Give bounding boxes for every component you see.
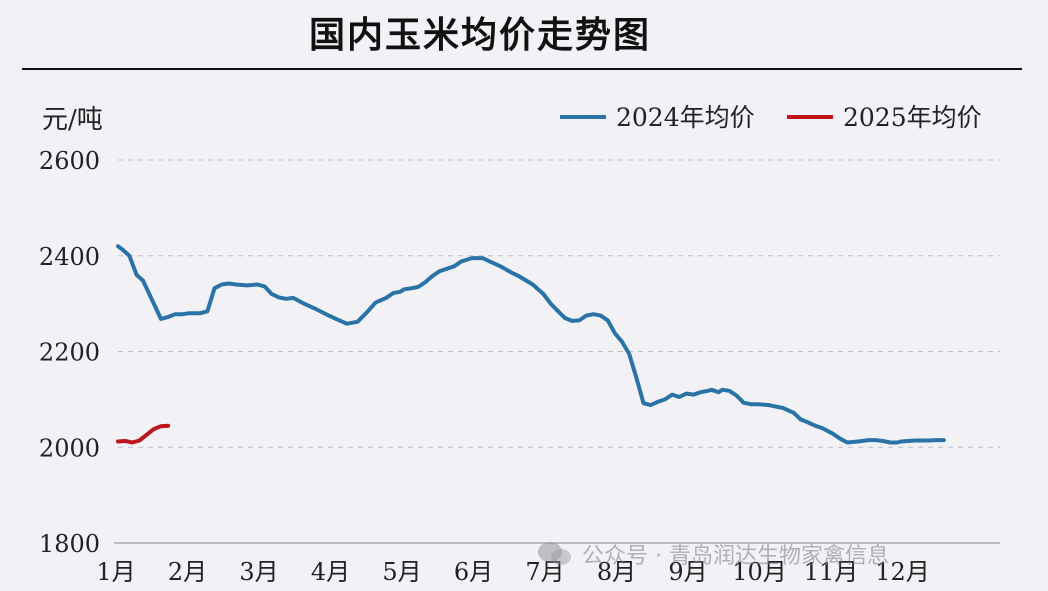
x-tick-label: 5月 [382, 558, 421, 586]
series-line-1 [116, 244, 946, 445]
chart-title: 国内玉米均价走势图 [308, 15, 651, 56]
x-tick-label: 8月 [597, 558, 636, 586]
y-tick-label: 2400 [39, 243, 100, 271]
title-rule [22, 68, 1022, 70]
x-tick-label: 9月 [668, 558, 707, 586]
series-line-2 [116, 423, 171, 445]
wechat-icon [536, 539, 574, 569]
x-tick-label: 4月 [311, 558, 350, 586]
legend-label: 2025年均价 [843, 103, 982, 132]
watermark-text: 公众号 · 青岛润达生物家禽信息 [582, 544, 889, 569]
y-tick-label: 2600 [39, 147, 100, 175]
x-tick-label: 3月 [239, 558, 278, 586]
x-tick-label: 2月 [168, 558, 207, 586]
x-tick-label: 1月 [96, 558, 135, 586]
x-tick-label: 10月 [732, 558, 787, 586]
legend-label: 2024年均价 [616, 103, 755, 132]
x-tick-label: 7月 [525, 558, 564, 586]
y-axis-label: 元/吨 [42, 105, 103, 135]
x-tick-label: 11月 [804, 558, 859, 586]
y-tick-label: 2200 [39, 339, 100, 367]
y-tick-label: 1800 [39, 530, 100, 558]
watermark: 公众号 · 青岛润达生物家禽信息 [536, 534, 889, 574]
x-tick-label: 12月 [875, 558, 930, 586]
y-tick-label: 2000 [39, 434, 100, 462]
x-tick-label: 6月 [454, 558, 493, 586]
